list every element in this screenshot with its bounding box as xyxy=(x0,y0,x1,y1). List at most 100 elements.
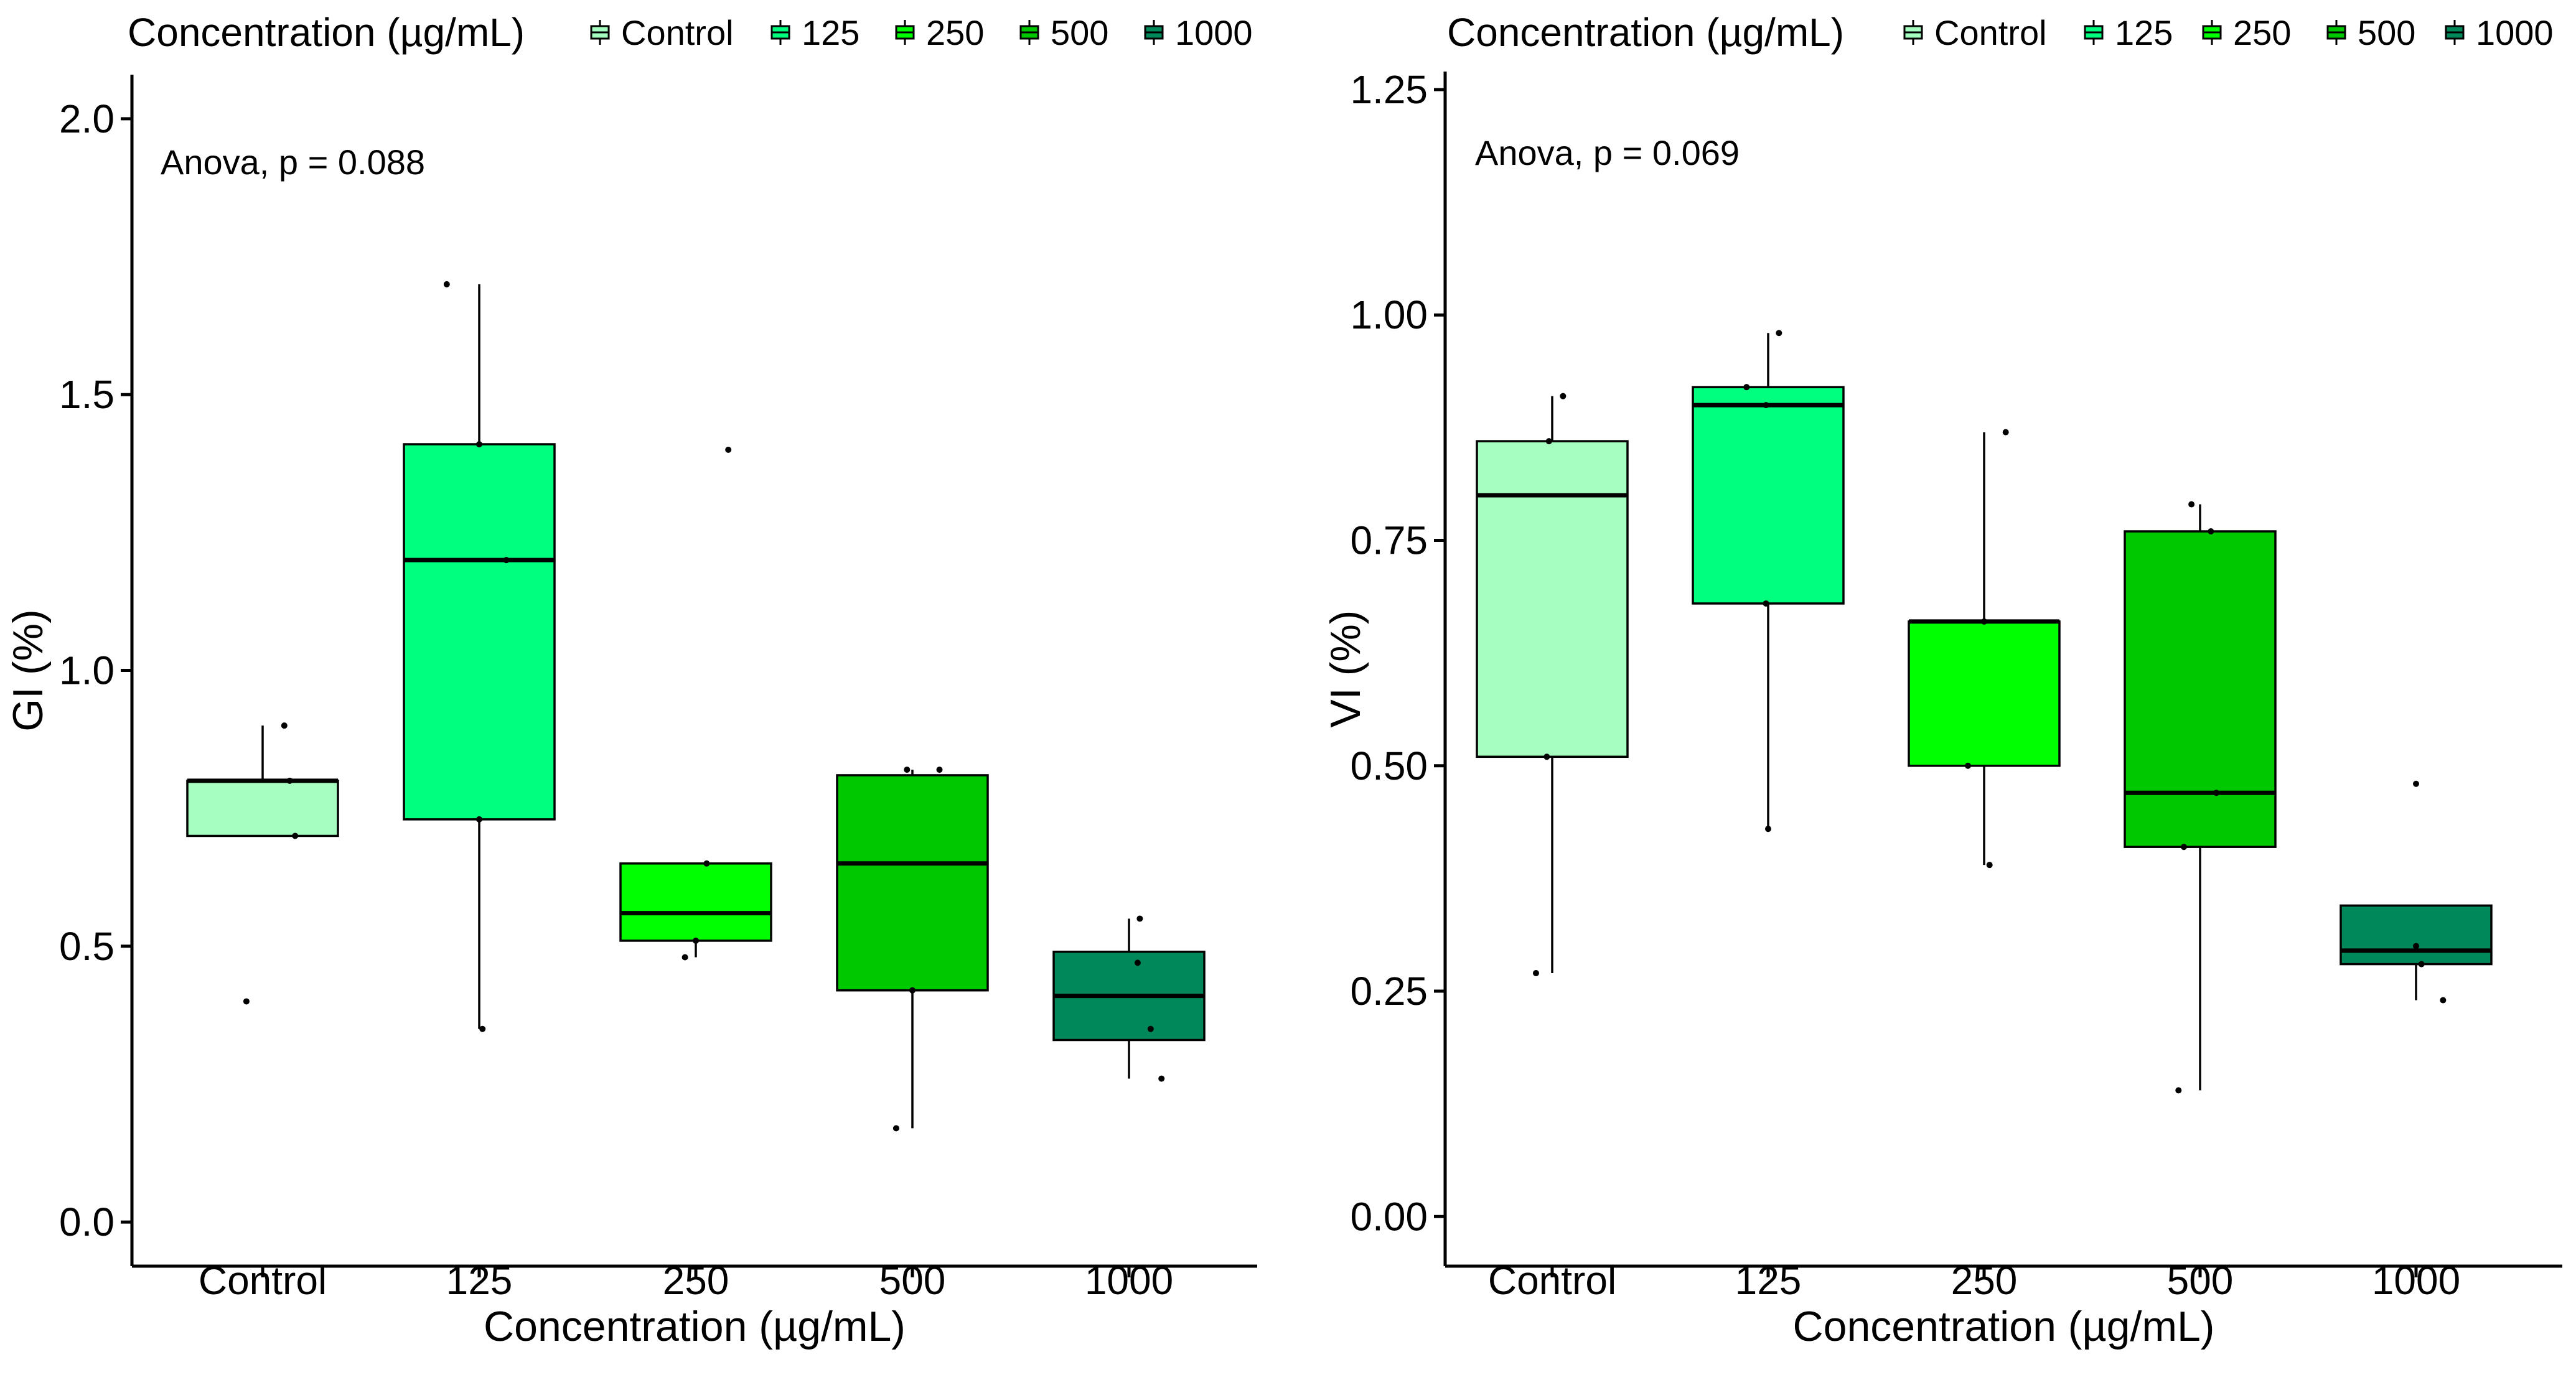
y-axis-title: VI (%) xyxy=(1322,610,1369,728)
data-point xyxy=(1964,762,1971,769)
x-tick-label: 250 xyxy=(663,1258,729,1303)
x-tick-label: 250 xyxy=(1951,1258,2018,1303)
box-body xyxy=(403,443,556,821)
x-tick-label: 500 xyxy=(2167,1258,2234,1303)
data-point xyxy=(1981,618,1987,625)
data-point xyxy=(909,987,916,994)
legend-label: 500 xyxy=(1051,13,1108,52)
legend-item-control[interactable]: Control xyxy=(590,13,734,52)
legend-label: 1000 xyxy=(1175,13,1253,52)
box-body xyxy=(1908,620,2061,767)
legend-title: Concentration (µg/mL) xyxy=(128,10,525,55)
x-tick-label: Control xyxy=(1488,1258,1616,1303)
legend-item-1000[interactable]: 1000 xyxy=(2445,13,2554,52)
legend-label: 125 xyxy=(802,13,859,52)
data-point xyxy=(904,767,911,773)
y-tick-label: 0.50 xyxy=(1350,744,1428,788)
data-point xyxy=(2413,780,2419,787)
data-point xyxy=(2418,961,2425,968)
data-point xyxy=(503,557,510,564)
data-point xyxy=(2413,943,2419,949)
box-control[interactable] xyxy=(1476,396,1629,974)
legend-item-125[interactable]: 125 xyxy=(770,13,859,52)
data-point xyxy=(1743,384,1750,391)
legend-label: 1000 xyxy=(2476,13,2554,52)
data-point xyxy=(1532,970,1539,977)
data-point xyxy=(476,816,482,823)
x-tick-label: 125 xyxy=(446,1258,513,1303)
data-point xyxy=(286,777,293,784)
box-500[interactable] xyxy=(2124,504,2277,1091)
box-body xyxy=(186,780,339,837)
data-point xyxy=(936,767,943,773)
data-point xyxy=(1986,862,1993,869)
legend-label: 250 xyxy=(2233,13,2291,52)
y-tick-label: 1.0 xyxy=(59,648,115,693)
legend-label: 500 xyxy=(2358,13,2415,52)
data-point xyxy=(281,722,288,729)
data-point xyxy=(292,832,299,839)
legend-item-250[interactable]: 250 xyxy=(2202,13,2291,52)
legend-title: Concentration (µg/mL) xyxy=(1447,10,1844,55)
data-point xyxy=(1134,959,1141,966)
y-tick-label: 0.0 xyxy=(59,1200,115,1244)
legend-label: Control xyxy=(621,13,734,52)
data-point xyxy=(2002,429,2009,436)
vi-panel: Concentration (µg/mL) Control 125 250 500 100… xyxy=(1322,10,2562,1350)
box-body xyxy=(1476,440,1629,758)
data-point xyxy=(243,998,250,1005)
box-body xyxy=(2124,530,2277,848)
box-body xyxy=(1692,386,1845,605)
data-point xyxy=(1136,915,1143,922)
y-tick-label: 2.0 xyxy=(59,96,115,141)
data-point xyxy=(1158,1075,1165,1082)
data-point xyxy=(443,281,450,287)
data-point xyxy=(693,937,699,944)
legend-item-250[interactable]: 250 xyxy=(895,13,984,52)
data-point xyxy=(892,1125,899,1132)
data-point xyxy=(479,1025,486,1032)
y-tick-label: 0.75 xyxy=(1350,518,1428,563)
x-tick-label: Control xyxy=(199,1258,327,1303)
legend-label: 125 xyxy=(2115,13,2173,52)
legend-item-125[interactable]: 125 xyxy=(2084,13,2173,52)
data-point xyxy=(2175,1087,2182,1094)
data-point xyxy=(2208,528,2214,535)
y-tick-label: 1.5 xyxy=(59,372,115,417)
y-tick-label: 1.00 xyxy=(1350,292,1428,337)
data-point xyxy=(1147,1025,1154,1032)
data-point xyxy=(1776,330,1782,337)
legend-item-control[interactable]: Control xyxy=(1903,13,2047,52)
data-point xyxy=(1560,393,1567,399)
box-125[interactable] xyxy=(1692,333,1845,829)
x-axis-title: Concentration (µg/mL) xyxy=(1793,1303,2215,1350)
y-tick-label: 0.25 xyxy=(1350,969,1428,1014)
data-point xyxy=(1763,600,1769,607)
data-point xyxy=(725,446,732,453)
box-250[interactable] xyxy=(1908,432,2061,865)
box-control[interactable] xyxy=(186,725,339,837)
box-125[interactable] xyxy=(403,284,556,1029)
box-1000[interactable] xyxy=(1052,918,1206,1079)
legend-item-1000[interactable]: 1000 xyxy=(1144,13,1253,52)
y-tick-label: 1.25 xyxy=(1350,67,1428,112)
legend-item-500[interactable]: 500 xyxy=(1019,13,1108,52)
data-point xyxy=(1545,438,1552,445)
box-1000[interactable] xyxy=(2339,904,2493,1000)
x-tick-label: 125 xyxy=(1735,1258,1802,1303)
anova-annotation: Anova, p = 0.088 xyxy=(161,142,425,182)
data-point xyxy=(476,441,482,448)
data-point xyxy=(681,954,688,961)
box-250[interactable] xyxy=(619,862,772,958)
box-500[interactable] xyxy=(836,770,989,1129)
x-tick-label: 1000 xyxy=(2372,1258,2460,1303)
y-tick-label: 0.00 xyxy=(1350,1194,1428,1239)
data-point xyxy=(1543,753,1550,760)
legend-item-500[interactable]: 500 xyxy=(2326,13,2415,52)
x-tick-label: 500 xyxy=(879,1258,946,1303)
box-body xyxy=(836,774,989,992)
gi-panel: Concentration (µg/mL) Control 125 250 500 100… xyxy=(4,10,1257,1350)
legend-label: 250 xyxy=(926,13,984,52)
legend-label: Control xyxy=(1934,13,2047,52)
